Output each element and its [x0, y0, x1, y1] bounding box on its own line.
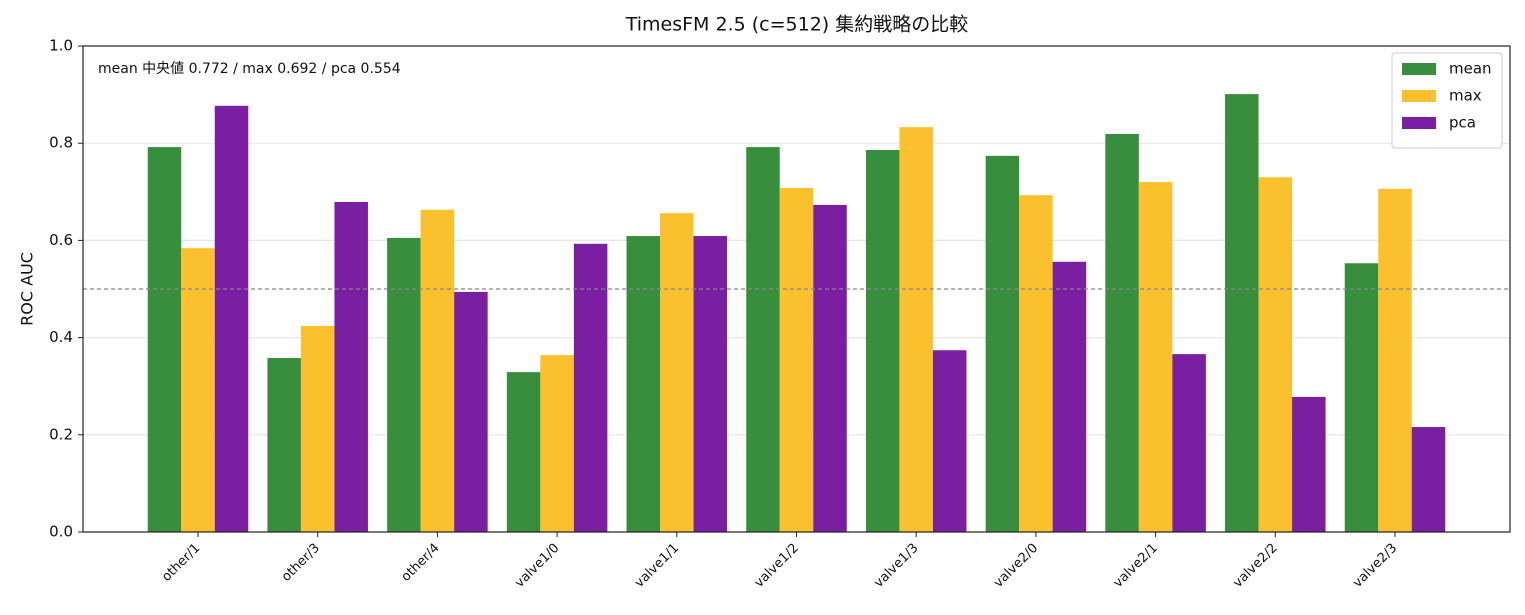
x-tick-label: other/1	[159, 541, 203, 585]
legend-label: mean	[1449, 60, 1492, 78]
bar	[779, 187, 814, 533]
bar	[334, 202, 368, 533]
x-tick-label: valve2/0	[991, 541, 1041, 591]
bar	[1138, 182, 1173, 532]
legend-swatch	[1402, 90, 1436, 102]
bar	[1344, 263, 1379, 532]
bar	[1378, 188, 1412, 532]
bar	[506, 372, 541, 532]
bar	[214, 105, 249, 532]
x-tick-label: valve2/1	[1111, 541, 1161, 591]
legend-label: max	[1449, 87, 1482, 105]
y-tick-label: 1.0	[49, 37, 73, 55]
bar	[693, 236, 728, 532]
bar	[181, 248, 215, 532]
legend-swatch	[1402, 117, 1436, 129]
x-tick-label: valve1/3	[871, 541, 921, 591]
legend: mean max pca	[1391, 52, 1503, 149]
bar	[1292, 396, 1326, 532]
x-tick-label: other/4	[399, 541, 443, 585]
x-tick-label: valve2/2	[1230, 541, 1280, 591]
y-tick-label: 0.8	[49, 134, 73, 152]
x-tick-label: valve1/2	[752, 541, 802, 591]
bar	[300, 325, 335, 532]
legend-swatch	[1402, 63, 1436, 75]
bar	[865, 150, 900, 532]
bar	[899, 127, 933, 533]
y-tick-label: 0.0	[49, 523, 73, 541]
bar	[1105, 133, 1139, 532]
bar	[1019, 195, 1053, 532]
legend-label: pca	[1449, 114, 1476, 132]
bar	[1411, 427, 1446, 532]
x-tick-label: valve1/1	[632, 541, 682, 591]
bar	[746, 147, 780, 532]
bar	[1258, 177, 1293, 532]
bar	[1172, 354, 1206, 532]
bar	[267, 358, 301, 532]
x-tick-label: valve2/3	[1350, 541, 1400, 591]
bar	[573, 243, 608, 532]
bar	[985, 155, 1020, 532]
bar	[626, 236, 661, 532]
bar	[813, 204, 847, 532]
plot-frame	[82, 45, 1511, 533]
y-tick-label: 0.2	[49, 425, 73, 443]
bar	[420, 209, 455, 533]
annotation: mean 中央値 0.772 / max 0.692 / pca 0.554	[98, 61, 401, 77]
y-tick-label: 0.6	[49, 231, 73, 249]
y-tick-label: 0.4	[49, 328, 73, 346]
bar	[454, 291, 488, 532]
bar	[540, 355, 574, 532]
bar	[1225, 94, 1259, 532]
bar	[932, 350, 967, 532]
bar	[660, 213, 694, 532]
y-axis-label: ROC AUC	[18, 252, 37, 326]
chart-title: TimesFM 2.5 (c=512) 集約戦略の比較	[625, 14, 969, 36]
bar	[387, 237, 421, 532]
bar	[1052, 261, 1087, 532]
x-tick-label: valve1/0	[512, 541, 562, 591]
bar	[147, 147, 182, 532]
x-tick-label: other/3	[279, 541, 323, 585]
